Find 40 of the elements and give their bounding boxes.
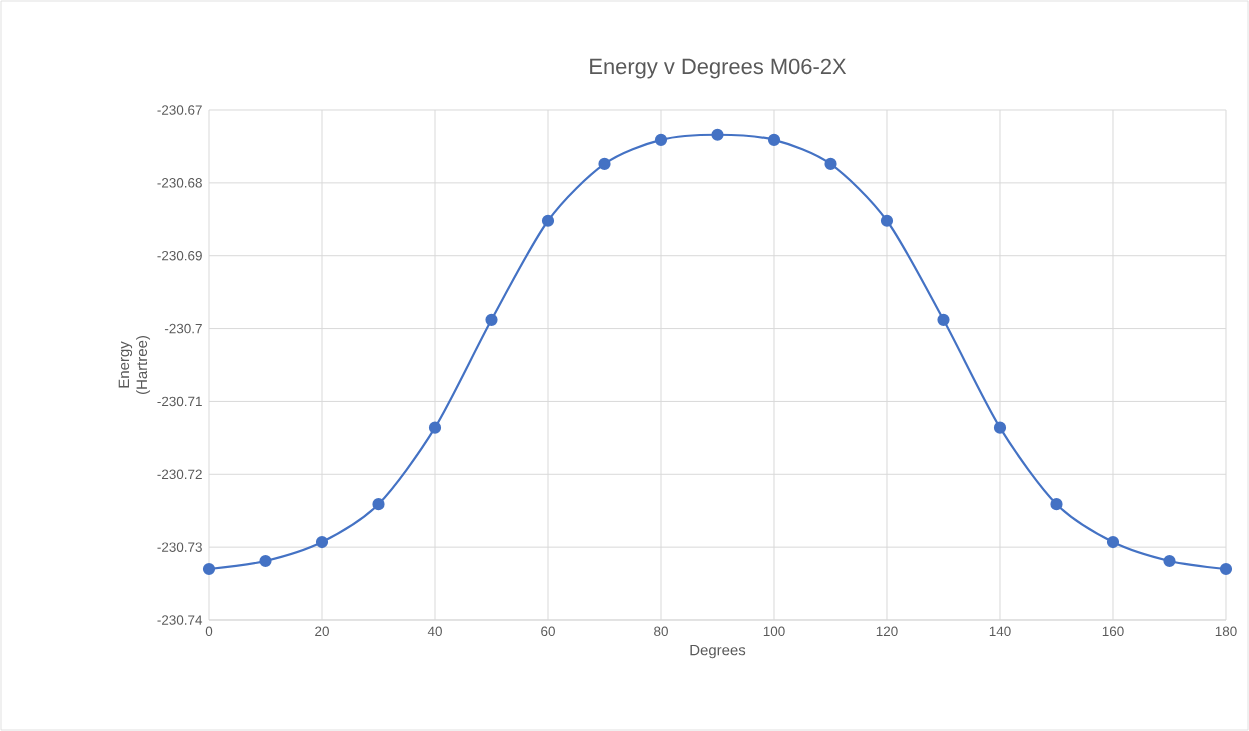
point: [1106, 535, 1120, 549]
point: [315, 535, 329, 549]
x-tick-label: 0: [205, 626, 213, 637]
x-tick-label: 40: [427, 626, 442, 637]
point: [541, 214, 555, 227]
point: [372, 498, 385, 511]
point: [1219, 562, 1233, 576]
x-tick-label: 180: [1215, 626, 1237, 637]
y-axis-title: Energy (Hartree): [118, 336, 151, 394]
x-tick-label: 20: [315, 626, 329, 637]
x-axis-title: Degrees: [690, 644, 746, 659]
y-tick-label: -230.68: [157, 178, 202, 188]
point: [485, 313, 498, 326]
point: [880, 214, 894, 227]
point: [767, 133, 781, 146]
y-tick-label: -230.72: [157, 469, 202, 480]
point: [202, 562, 216, 576]
y-tick-label: -230.71: [157, 396, 202, 407]
y-tick-label: -230.7: [164, 323, 202, 334]
x-tick-label: 60: [541, 626, 555, 637]
point: [598, 157, 611, 171]
y-tick-label: -230.67: [157, 105, 202, 115]
point: [993, 421, 1007, 434]
x-tick-label: 80: [654, 626, 668, 637]
x-tick-label: 120: [876, 626, 898, 637]
y-tick-label: -230.69: [157, 250, 202, 261]
point: [654, 133, 668, 146]
point: [824, 157, 837, 171]
point: [937, 313, 950, 326]
point: [259, 554, 272, 568]
y-tick-label: -230.74: [157, 615, 203, 625]
x-tick-label: 140: [989, 626, 1011, 637]
x-tick-label: 160: [1102, 626, 1124, 637]
y-tick-label: -230.73: [157, 542, 202, 552]
point: [428, 421, 442, 434]
point: [711, 128, 724, 141]
x-tick-label: 100: [763, 626, 785, 637]
point: [1163, 554, 1176, 568]
point: [1050, 498, 1063, 511]
chart-title: Energy v Degrees M06-2X: [590, 58, 847, 79]
